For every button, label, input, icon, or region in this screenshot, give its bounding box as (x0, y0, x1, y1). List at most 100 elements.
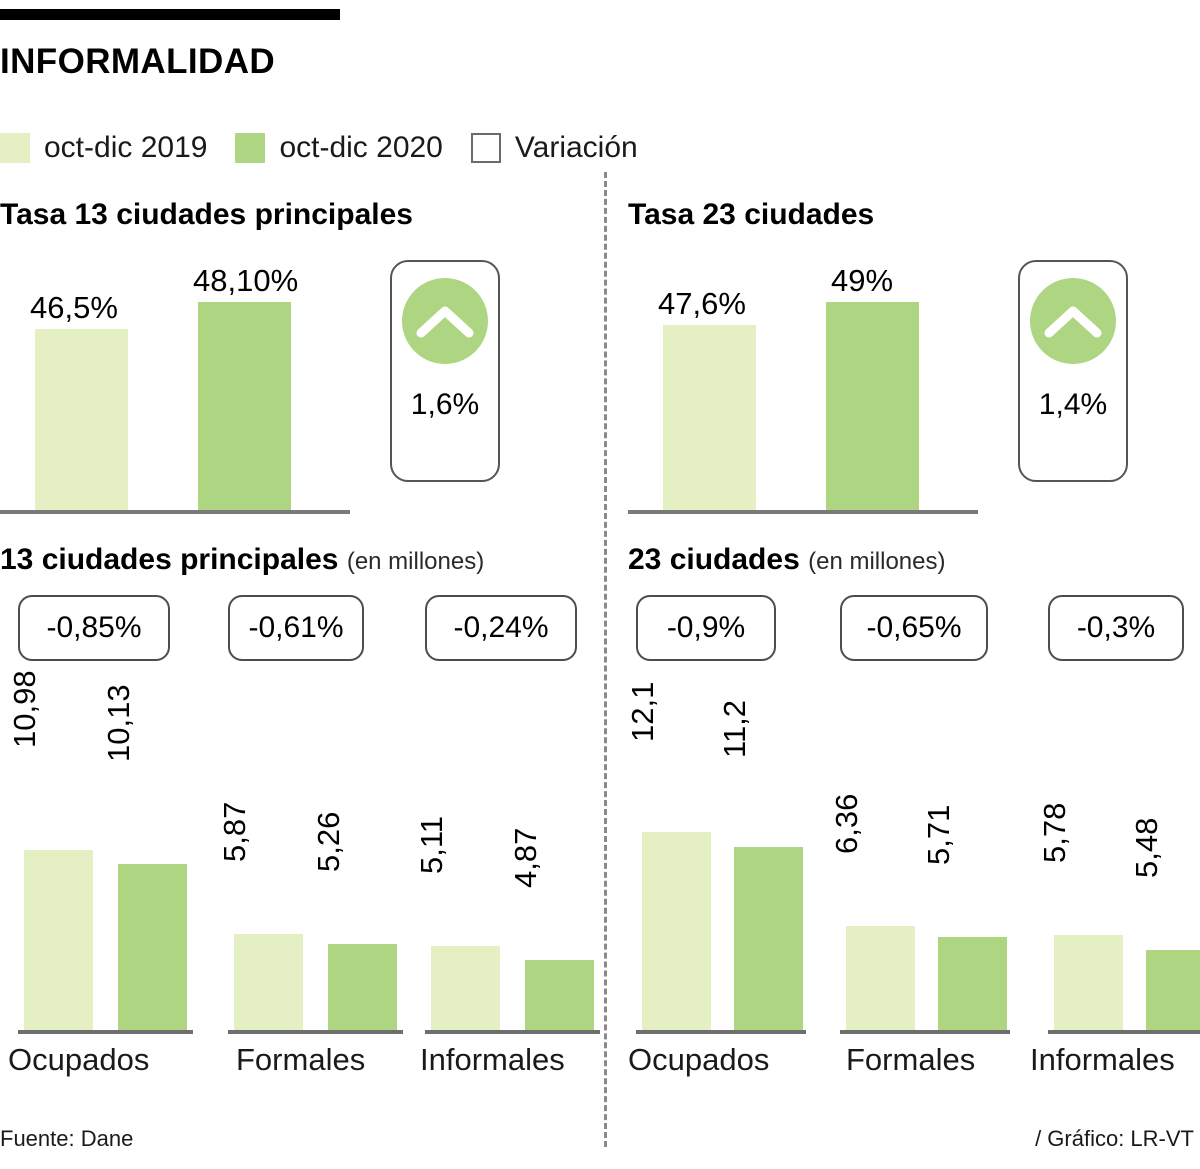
top-rule (0, 9, 340, 20)
bar-group-ocupados: 12,1 11,2 (625, 682, 806, 1034)
bar-group-formales: 6,36 5,71 (829, 689, 1010, 1034)
variation-badge-13: 1,6% (390, 260, 500, 482)
variation-chip-formales: -0,65% (840, 595, 988, 661)
bar-value-2020: 5,26 (311, 811, 346, 872)
bar-2019 (234, 934, 303, 1030)
chevron-up-icon (1044, 303, 1102, 339)
variation-chip-informales: -0,24% (425, 595, 577, 661)
bar-group-ocupados: 10,98 10,13 (7, 670, 193, 1034)
bar-2020 (826, 302, 919, 510)
bar-2020 (118, 864, 187, 1030)
bar-2020 (938, 937, 1007, 1030)
category-label-formales: Formales (846, 1042, 976, 1077)
legend-item-variation: Variación (470, 131, 638, 164)
bar-value-2020: 10,13 (101, 684, 136, 762)
bar-value-2019: 12,1 (625, 681, 660, 742)
bar-value-2020: 11,2 (717, 699, 752, 758)
axis-line (840, 1030, 1010, 1034)
variation-chip-formales: -0,61% (228, 595, 364, 661)
bar-value-2020: 49% (831, 263, 894, 298)
rate-chart-13: 46,5% 48,10% 1,6% (0, 254, 600, 514)
section-title-subtitle: (en millones) (346, 548, 485, 575)
variation-chip-ocupados: -0,85% (18, 595, 170, 661)
section-title-rate-13: Tasa 13 ciudades principales (0, 198, 413, 231)
category-label-ocupados: Ocupados (8, 1042, 150, 1077)
outline-swatch (470, 133, 501, 163)
variation-chip-informales: -0,3% (1048, 595, 1184, 661)
axis-line (636, 1030, 806, 1034)
bar-2019 (1054, 935, 1123, 1030)
bar-value-2020: 5,71 (921, 804, 956, 865)
section-title-millones-13: 13 ciudades principales (en millones) (0, 545, 600, 575)
bar-2020 (734, 847, 803, 1030)
variation-chip-row-23: -0,9% -0,65% -0,3% (628, 595, 1200, 667)
bar-2019 (642, 832, 711, 1030)
bar-value-2020: 4,87 (508, 827, 543, 888)
vertical-divider (604, 172, 607, 1147)
light-green-swatch (0, 133, 30, 163)
axis-line (628, 510, 978, 514)
section-title-millones-23: 23 ciudades (en millones) (628, 545, 1200, 575)
panel-millones-13-ciudades: 13 ciudades principales (en millones) -0… (0, 545, 600, 1155)
bar-2020 (328, 944, 397, 1030)
rate-plot-23: 47,6% 49% (628, 254, 978, 514)
panel-rate-23-ciudades: Tasa 23 ciudades 47,6% 49% 1,4% (628, 200, 1200, 530)
bar-value-2019: 5,11 (414, 815, 449, 874)
variation-circle (1030, 278, 1116, 364)
bar-value-2020: 5,48 (1129, 817, 1164, 878)
legend-label-variation: Variación (514, 131, 638, 164)
credit-label: / Gráfico: LR-VT (1035, 1126, 1194, 1151)
millones-plot-13: 10,98 10,13 5,87 5,26 5,11 4,87 Ocupados… (0, 670, 600, 1075)
bar-2019 (35, 329, 128, 510)
bar-group-informales: 5,78 5,48 (1037, 689, 1200, 1034)
bar-2020 (525, 960, 594, 1030)
bar-2019 (663, 325, 756, 510)
bar-value-2019: 5,78 (1037, 802, 1072, 863)
category-label-formales: Formales (236, 1042, 366, 1077)
bar-2019 (431, 946, 500, 1030)
axis-line (18, 1030, 193, 1034)
bar-group-formales: 5,87 5,26 (217, 689, 403, 1034)
variation-chip-row-13: -0,85% -0,61% -0,24% (0, 595, 600, 667)
variation-circle (402, 278, 488, 364)
bar-value-2019: 47,6% (658, 286, 746, 321)
variation-value: 1,6% (410, 388, 480, 421)
millones-plot-23: 12,1 11,2 6,36 5,71 5,78 5,48 Ocupados F… (625, 682, 1200, 1075)
category-label-ocupados: Ocupados (628, 1042, 770, 1077)
panel-millones-23-ciudades: 23 ciudades (en millones) -0,9% -0,65% -… (625, 545, 1200, 1155)
green-swatch (235, 133, 266, 163)
legend-item-2020: oct-dic 2020 (235, 131, 443, 164)
section-title-main: 13 ciudades principales (0, 543, 339, 576)
legend-label-2019: oct-dic 2019 (44, 131, 208, 164)
variation-badge-23: 1,4% (1018, 260, 1128, 482)
axis-line (425, 1030, 600, 1034)
bar-2020 (198, 302, 291, 510)
section-title-subtitle: (en millones) (808, 548, 946, 575)
variation-value: 1,4% (1038, 388, 1108, 421)
bar-2020 (1146, 950, 1200, 1030)
chevron-up-icon (416, 303, 474, 339)
bar-group-informales: 5,11 4,87 (414, 689, 600, 1034)
source-label: Fuente: Dane (0, 1126, 134, 1151)
variation-chip-ocupados: -0,9% (636, 595, 776, 661)
axis-line (1048, 1030, 1200, 1034)
bar-value-2019: 5,87 (217, 801, 252, 862)
bar-2019 (846, 926, 915, 1030)
bar-value-2019: 6,36 (829, 793, 864, 854)
legend: oct-dic 2019 oct-dic 2020 Variación (0, 126, 666, 170)
rate-chart-23: 47,6% 49% 1,4% (628, 254, 1200, 514)
bar-value-2020: 48,10% (193, 263, 299, 298)
bar-value-2019: 10,98 (7, 670, 42, 748)
legend-item-2019: oct-dic 2019 (0, 133, 207, 163)
axis-line (0, 510, 350, 514)
rate-plot-13: 46,5% 48,10% (0, 254, 350, 514)
section-title-rate-23: Tasa 23 ciudades (628, 198, 875, 231)
section-title-main: 23 ciudades (628, 543, 800, 576)
axis-line (228, 1030, 403, 1034)
legend-label-2020: oct-dic 2020 (279, 131, 443, 164)
category-label-informales: Informales (1030, 1042, 1175, 1077)
panel-rate-13-ciudades: Tasa 13 ciudades principales 46,5% 48,10… (0, 200, 600, 530)
page-title: INFORMALIDAD (0, 42, 276, 81)
bar-2019 (24, 850, 93, 1030)
